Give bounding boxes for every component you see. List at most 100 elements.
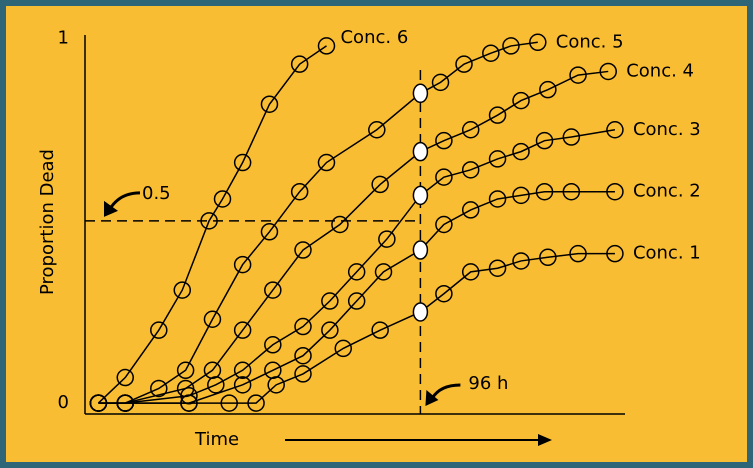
data-point xyxy=(233,153,252,172)
data-point xyxy=(233,321,252,339)
annotation-arrowhead xyxy=(104,200,118,217)
data-point xyxy=(412,83,429,104)
data-point xyxy=(233,255,252,274)
series-label: Conc. 3 xyxy=(633,119,701,140)
data-point xyxy=(321,292,339,310)
data-point xyxy=(260,223,279,241)
data-point xyxy=(569,66,587,84)
data-point xyxy=(150,321,168,339)
data-point xyxy=(539,80,557,99)
data-point xyxy=(233,361,252,380)
data-point xyxy=(260,95,279,113)
data-point xyxy=(267,376,285,394)
data-point xyxy=(294,241,312,259)
data-point xyxy=(233,376,252,394)
data-point xyxy=(116,368,134,387)
data-point xyxy=(482,44,500,62)
data-point xyxy=(116,394,134,412)
data-point xyxy=(374,263,393,281)
data-point xyxy=(317,37,336,55)
data-point xyxy=(512,186,530,205)
data-point xyxy=(220,394,238,412)
data-point xyxy=(529,33,547,52)
data-point xyxy=(200,212,218,230)
data-point xyxy=(334,339,353,358)
data-point xyxy=(512,252,530,270)
data-point xyxy=(435,131,453,150)
data-point xyxy=(203,310,222,328)
data-point xyxy=(371,321,389,339)
data-point xyxy=(599,62,617,81)
data-point xyxy=(535,182,554,201)
data-point xyxy=(502,37,520,55)
data-point xyxy=(512,91,530,110)
data-point xyxy=(290,55,309,73)
y-axis-label: Proportion Dead xyxy=(37,149,58,295)
data-point xyxy=(371,175,389,194)
data-point xyxy=(535,131,554,150)
data-point xyxy=(89,394,108,412)
data-point xyxy=(294,365,312,383)
data-point xyxy=(368,121,386,139)
annotation-arrow xyxy=(108,191,141,210)
data-point xyxy=(331,215,349,234)
data-point xyxy=(488,259,507,277)
data-point xyxy=(321,321,339,339)
annotation-arrowhead xyxy=(425,390,439,406)
data-point xyxy=(562,182,581,201)
data-point xyxy=(412,185,429,206)
data-point xyxy=(378,230,396,248)
y-tick-label: 1 xyxy=(58,28,69,49)
data-point xyxy=(435,168,453,186)
data-point xyxy=(412,302,429,322)
series-label: Conc. 6 xyxy=(340,27,408,48)
data-point xyxy=(412,141,429,162)
series-label: Conc. 4 xyxy=(626,60,694,81)
data-point xyxy=(606,182,624,201)
data-point xyxy=(347,263,366,281)
data-point xyxy=(213,190,232,208)
data-point xyxy=(347,292,366,310)
series-line xyxy=(98,41,538,404)
x-axis-label: Time xyxy=(194,429,239,450)
annotation-label: 0.5 xyxy=(142,183,171,204)
y-tick-label: 0 xyxy=(58,392,69,413)
data-point xyxy=(150,379,168,398)
data-point xyxy=(412,240,429,260)
data-point xyxy=(488,106,507,124)
data-point xyxy=(431,73,450,92)
data-point xyxy=(294,346,312,365)
data-point xyxy=(569,244,587,263)
data-point xyxy=(264,281,282,299)
data-point xyxy=(512,142,530,161)
data-point xyxy=(461,161,480,179)
series-line xyxy=(98,252,615,404)
data-point xyxy=(173,281,192,299)
series-line xyxy=(98,129,616,404)
data-point xyxy=(180,394,198,412)
data-point xyxy=(176,361,195,380)
data-point xyxy=(317,153,336,172)
data-point xyxy=(562,128,581,146)
time-arrowhead xyxy=(538,434,552,446)
series-label: Conc. 2 xyxy=(633,181,701,202)
data-point xyxy=(488,190,507,208)
data-point xyxy=(207,376,225,394)
series-label: Conc. 5 xyxy=(556,31,624,52)
series-line xyxy=(98,70,609,404)
data-point xyxy=(455,55,473,73)
data-point xyxy=(294,317,312,336)
data-point xyxy=(247,394,265,412)
series-line xyxy=(97,45,327,404)
data-point xyxy=(461,263,480,281)
data-point xyxy=(264,336,282,354)
background xyxy=(6,6,747,462)
data-point xyxy=(606,121,624,139)
data-point xyxy=(290,182,309,201)
data-point xyxy=(488,150,507,168)
data-point xyxy=(461,121,480,139)
data-point xyxy=(435,284,453,303)
data-point xyxy=(606,244,624,263)
annotation-arrow xyxy=(431,383,461,399)
